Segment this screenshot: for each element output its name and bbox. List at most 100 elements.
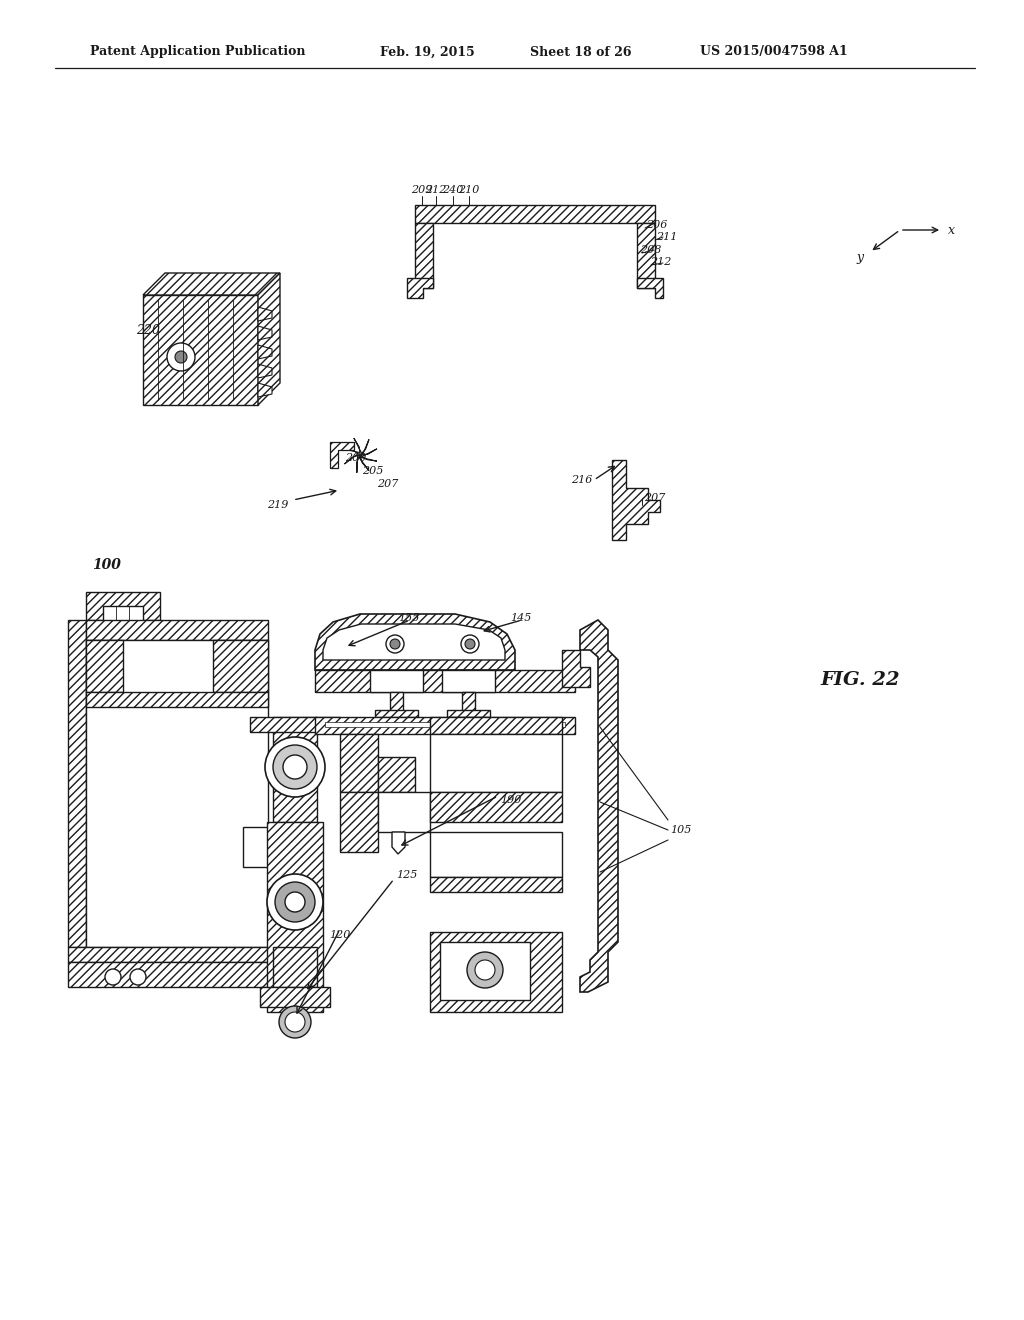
Text: 212: 212	[650, 257, 672, 267]
Circle shape	[273, 744, 317, 789]
Polygon shape	[430, 734, 562, 792]
Polygon shape	[315, 614, 515, 671]
Text: 240: 240	[442, 185, 464, 195]
Polygon shape	[358, 455, 377, 461]
Polygon shape	[354, 438, 362, 455]
Polygon shape	[343, 449, 361, 455]
Polygon shape	[68, 946, 268, 962]
Polygon shape	[273, 717, 317, 822]
Polygon shape	[357, 455, 369, 471]
Polygon shape	[258, 326, 272, 341]
Bar	[325, 722, 565, 727]
Polygon shape	[267, 822, 323, 1012]
Polygon shape	[637, 279, 663, 298]
Polygon shape	[430, 717, 562, 734]
Polygon shape	[213, 640, 268, 692]
Polygon shape	[340, 734, 378, 792]
Polygon shape	[86, 591, 160, 620]
Polygon shape	[407, 279, 433, 298]
Polygon shape	[580, 620, 618, 993]
Polygon shape	[260, 987, 330, 1007]
Text: 100: 100	[92, 558, 121, 572]
Polygon shape	[430, 932, 562, 1012]
Text: 219: 219	[267, 500, 289, 510]
Polygon shape	[378, 792, 430, 832]
Polygon shape	[375, 710, 418, 717]
Polygon shape	[68, 620, 86, 946]
Polygon shape	[258, 364, 272, 378]
Polygon shape	[390, 692, 403, 717]
Text: y: y	[857, 252, 864, 264]
Text: 190: 190	[500, 795, 521, 805]
Text: 205: 205	[362, 466, 383, 477]
Polygon shape	[340, 792, 378, 851]
Text: 216: 216	[570, 475, 592, 484]
Circle shape	[475, 960, 495, 979]
Polygon shape	[360, 449, 377, 458]
Text: 207: 207	[644, 492, 666, 503]
Circle shape	[386, 635, 404, 653]
Polygon shape	[258, 273, 280, 405]
Circle shape	[267, 874, 323, 931]
Polygon shape	[258, 308, 272, 321]
Polygon shape	[360, 440, 369, 457]
Text: 120: 120	[330, 931, 350, 940]
Polygon shape	[143, 273, 280, 294]
Text: 220: 220	[136, 323, 160, 337]
Text: 210: 210	[459, 185, 479, 195]
Circle shape	[283, 755, 307, 779]
Text: Sheet 18 of 26: Sheet 18 of 26	[530, 45, 632, 58]
Polygon shape	[330, 442, 354, 469]
Polygon shape	[86, 692, 268, 708]
Text: US 2015/0047598 A1: US 2015/0047598 A1	[700, 45, 848, 58]
Circle shape	[130, 969, 146, 985]
Text: 125: 125	[396, 870, 418, 880]
Polygon shape	[315, 717, 575, 734]
Polygon shape	[462, 692, 475, 717]
Circle shape	[279, 1006, 311, 1038]
Text: 155: 155	[398, 612, 420, 623]
Polygon shape	[143, 294, 258, 405]
Text: 145: 145	[510, 612, 531, 623]
Circle shape	[275, 882, 315, 921]
Polygon shape	[392, 832, 406, 854]
Polygon shape	[447, 710, 490, 717]
Polygon shape	[250, 717, 340, 733]
Circle shape	[105, 969, 121, 985]
Polygon shape	[86, 640, 123, 692]
Polygon shape	[415, 223, 433, 288]
Polygon shape	[562, 649, 590, 686]
Text: Patent Application Publication: Patent Application Publication	[90, 45, 305, 58]
Text: x: x	[948, 223, 955, 236]
Circle shape	[285, 892, 305, 912]
Circle shape	[390, 639, 400, 649]
Text: 206: 206	[646, 220, 668, 230]
Circle shape	[167, 343, 195, 371]
Text: Feb. 19, 2015: Feb. 19, 2015	[380, 45, 475, 58]
Polygon shape	[637, 223, 655, 288]
Polygon shape	[258, 383, 272, 397]
Polygon shape	[258, 345, 272, 359]
Circle shape	[467, 952, 503, 987]
Text: 200: 200	[345, 453, 367, 463]
Polygon shape	[378, 756, 415, 792]
Circle shape	[461, 635, 479, 653]
Polygon shape	[86, 640, 268, 946]
Text: 212: 212	[425, 185, 446, 195]
Polygon shape	[442, 671, 495, 692]
Circle shape	[175, 351, 187, 363]
Circle shape	[285, 1012, 305, 1032]
Polygon shape	[415, 205, 655, 223]
Polygon shape	[430, 792, 562, 822]
Polygon shape	[344, 453, 360, 465]
Polygon shape	[273, 946, 317, 987]
Text: 207: 207	[377, 479, 398, 488]
Polygon shape	[68, 962, 268, 987]
Polygon shape	[430, 832, 562, 876]
Circle shape	[465, 639, 475, 649]
Polygon shape	[356, 454, 360, 473]
Text: 208: 208	[640, 246, 662, 255]
Polygon shape	[323, 624, 505, 660]
Text: 209: 209	[412, 185, 433, 195]
Text: 211: 211	[656, 232, 677, 242]
